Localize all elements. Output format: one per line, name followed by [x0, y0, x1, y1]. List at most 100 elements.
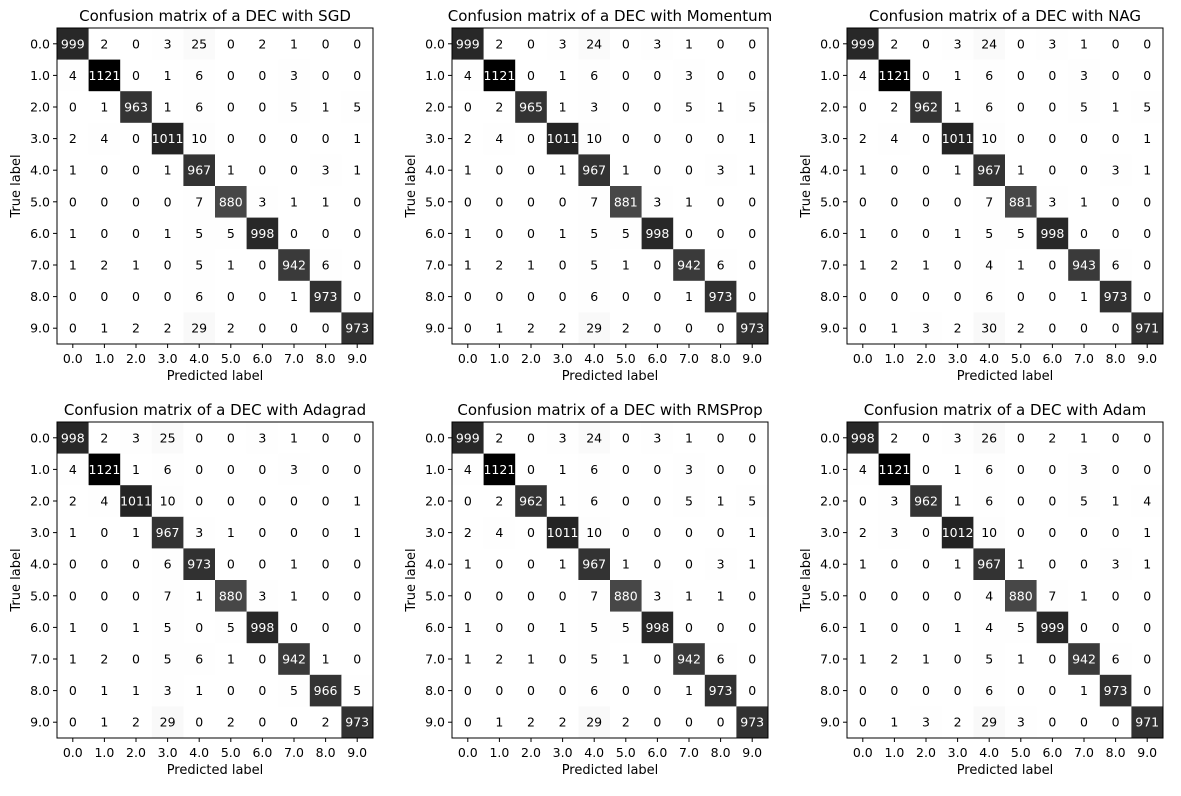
- cell-value-label: 6: [1112, 258, 1120, 273]
- matrix-cell-8-2: [515, 674, 548, 707]
- cell-value-label: 3: [1048, 194, 1056, 209]
- cell-value-label: 2: [100, 652, 108, 667]
- cell-value-label: 0: [132, 163, 140, 178]
- cell-value-label: 2: [859, 525, 867, 540]
- y-tick-label: 5.0: [820, 194, 840, 209]
- matrix-cell-5-4: [183, 186, 216, 218]
- cell-value-label: 2: [227, 715, 235, 730]
- cell-value-label: 0: [1048, 289, 1056, 304]
- cell-value-label: 971: [1135, 715, 1159, 730]
- cell-value-label: 0: [922, 36, 930, 51]
- matrix-cell-1-8: [704, 453, 737, 486]
- cell-value-label: 1: [1112, 100, 1120, 115]
- matrix-cell-7-1: [88, 249, 121, 282]
- matrix-cell-8-8: [1099, 674, 1132, 707]
- matrix-cell-7-9: [736, 643, 769, 676]
- matrix-cell-1-2: [910, 453, 943, 486]
- cell-value-label: 1: [353, 163, 361, 178]
- matrix-cell-8-4: [578, 280, 611, 313]
- cell-value-label: 1: [100, 683, 108, 698]
- cell-value-label: 0: [922, 683, 930, 698]
- cell-value-label: 963: [124, 100, 148, 115]
- cell-value-label: 0: [685, 557, 693, 572]
- cell-value-label: 0: [195, 462, 203, 477]
- matrix-cell-0-2: [120, 28, 153, 60]
- y-axis-label: True label: [404, 154, 419, 218]
- cell-value-label: 0: [1048, 163, 1056, 178]
- cell-value-label: 1012: [942, 525, 974, 540]
- cell-value-label: 1: [1143, 131, 1151, 146]
- cell-value-label: 998: [645, 620, 669, 635]
- matrix-cell-0-7: [673, 422, 706, 454]
- cell-value-label: 0: [1017, 683, 1025, 698]
- matrix-cell-9-0: [57, 312, 89, 345]
- matrix-cell-2-0: [57, 91, 89, 124]
- cell-value-label: 1: [622, 163, 630, 178]
- matrix-cell-7-1: [878, 643, 911, 676]
- cell-value-label: 0: [954, 258, 962, 273]
- matrix-cell-4-4: [973, 154, 1006, 187]
- cell-value-label: 1: [132, 462, 140, 477]
- cell-value-label: 999: [456, 430, 480, 445]
- matrix-cell-5-3: [151, 580, 184, 612]
- cell-value-label: 4: [495, 131, 503, 146]
- cell-value-label: 0: [290, 525, 298, 540]
- matrix-cell-9-4: [973, 312, 1006, 345]
- cell-value-label: 966: [314, 683, 338, 698]
- cell-value-label: 942: [677, 652, 701, 667]
- cell-value-label: 0: [132, 131, 140, 146]
- cell-value-label: 0: [527, 683, 535, 698]
- matrix-cell-2-8: [309, 485, 342, 518]
- cell-value-label: 3: [685, 68, 693, 83]
- cell-value-label: 0: [258, 131, 266, 146]
- cell-value-label: 1: [748, 131, 756, 146]
- matrix-cell-6-8: [704, 217, 737, 250]
- matrix-cell-2-6: [246, 91, 279, 124]
- cell-value-label: 0: [290, 226, 298, 241]
- matrix-cell-1-9: [341, 59, 374, 92]
- x-tick-label: 6.0: [1042, 745, 1062, 760]
- matrix-cell-7-5: [215, 643, 247, 676]
- matrix-cell-3-5: [610, 516, 642, 549]
- cell-value-label: 998: [1040, 226, 1064, 241]
- matrix-cell-0-8: [1099, 28, 1132, 60]
- x-axis-label: Predicted label: [562, 369, 659, 384]
- cell-value-label: 0: [954, 652, 962, 667]
- matrix-cell-5-3: [546, 186, 579, 218]
- cell-value-label: 0: [748, 258, 756, 273]
- cell-value-label: 1: [290, 289, 298, 304]
- cell-value-label: 967: [977, 163, 1001, 178]
- matrix-cell-0-9: [736, 422, 769, 454]
- matrix-cell-0-8: [309, 422, 342, 454]
- cell-value-label: 999: [456, 36, 480, 51]
- cell-value-label: 2: [954, 321, 962, 336]
- cell-value-label: 0: [717, 715, 725, 730]
- cell-value-label: 1: [164, 163, 172, 178]
- y-tick-label: 9.0: [425, 321, 445, 336]
- cell-value-label: 3: [717, 163, 725, 178]
- cell-value-label: 0: [1112, 430, 1120, 445]
- cell-value-label: 998: [250, 226, 274, 241]
- x-tick-label: 0.0: [458, 351, 478, 366]
- y-tick-label: 8.0: [425, 289, 445, 304]
- cell-value-label: 0: [527, 289, 535, 304]
- cell-value-label: 0: [1017, 525, 1025, 540]
- cell-value-label: 0: [954, 194, 962, 209]
- x-tick-label: 0.0: [63, 745, 83, 760]
- confusion-matrix-panel-1: Confusion matrix of a DEC with SGD 999 2 0 3…: [9, 7, 374, 384]
- cell-value-label: 0: [653, 321, 661, 336]
- matrix-cell-8-7: [278, 674, 311, 707]
- chart-title: Confusion matrix of a DEC with Momentum: [448, 7, 773, 25]
- matrix-cell-7-0: [847, 249, 879, 282]
- y-tick-label: 7.0: [30, 652, 50, 667]
- matrix-cell-7-4: [183, 643, 216, 676]
- cell-value-label: 0: [132, 289, 140, 304]
- cell-value-label: 0: [1080, 557, 1088, 572]
- cell-value-label: 2: [495, 36, 503, 51]
- matrix-cell-4-0: [57, 548, 89, 581]
- matrix-cell-1-3: [941, 453, 974, 486]
- matrix-cell-6-6: [246, 611, 279, 644]
- cell-value-label: 0: [1017, 131, 1025, 146]
- matrix-cell-6-0: [847, 611, 879, 644]
- matrix-cell-7-7: [1068, 249, 1101, 282]
